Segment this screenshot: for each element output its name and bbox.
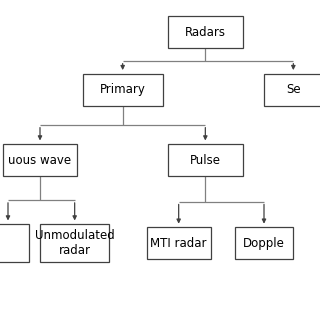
FancyBboxPatch shape [168,144,243,176]
FancyBboxPatch shape [0,224,29,262]
FancyBboxPatch shape [264,74,320,106]
FancyBboxPatch shape [40,224,109,262]
FancyBboxPatch shape [147,227,211,259]
FancyBboxPatch shape [83,74,163,106]
Text: Pulse: Pulse [190,154,221,166]
Text: Radars: Radars [185,26,226,38]
FancyBboxPatch shape [235,227,293,259]
Text: Primary: Primary [100,83,146,96]
Text: Se: Se [286,83,301,96]
FancyBboxPatch shape [3,144,77,176]
Text: Unmodulated
radar: Unmodulated radar [35,229,115,257]
Text: uous wave: uous wave [8,154,72,166]
Text: MTI radar: MTI radar [150,237,207,250]
FancyBboxPatch shape [168,16,243,48]
Text: Dopple: Dopple [243,237,285,250]
